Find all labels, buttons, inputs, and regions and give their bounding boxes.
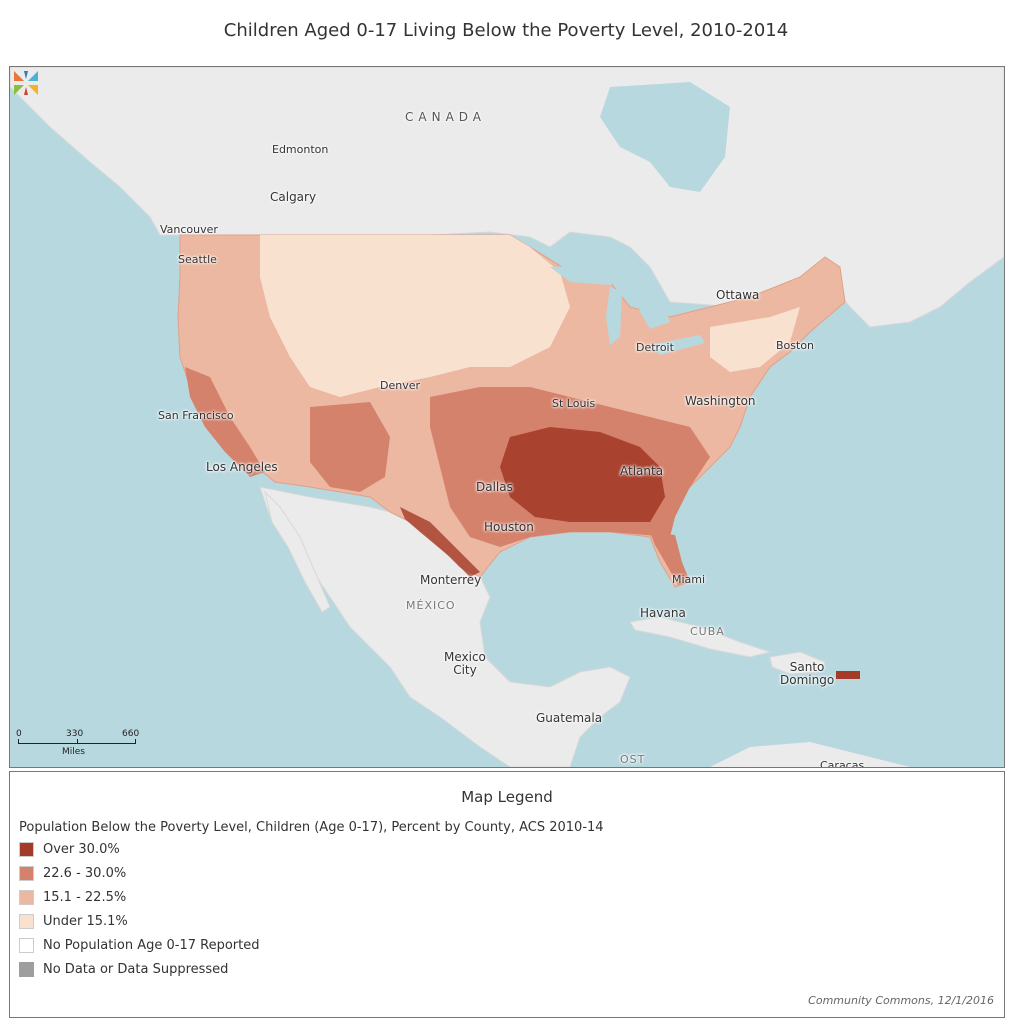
texas-border [400, 507, 480, 577]
legend-swatch [19, 890, 34, 905]
label-denver: Denver [380, 379, 421, 392]
puerto-rico [836, 671, 860, 679]
label-boston: Boston [776, 339, 815, 352]
label-havana: Havana [640, 606, 686, 620]
lake-erie [650, 335, 705, 355]
scale-tick-660: 660 [122, 729, 140, 739]
lake-superior [550, 265, 630, 285]
label-vancouver: Vancouver [160, 223, 218, 236]
label-santo-domingo: Santo Domingo [780, 660, 835, 687]
label-washington: Washington [685, 394, 756, 408]
scale-tick-mark [135, 739, 136, 744]
legend-swatch [19, 866, 34, 881]
scale-unit: Miles [62, 747, 85, 757]
basemap [10, 67, 1004, 767]
label-atlanta: Atlanta [620, 464, 664, 478]
legend-swatch [19, 842, 34, 857]
label-st-louis: St Louis [552, 397, 596, 410]
scale-tick-mark [77, 739, 78, 744]
scale-bar: 0 330 660 Miles [14, 729, 142, 761]
cuba-landmass [629, 616, 772, 658]
map-view[interactable]: CANADA Edmonton Calgary Vancouver Seattl… [9, 66, 1005, 768]
legend-label: No Data or Data Suppressed [43, 962, 229, 977]
hudson-bay [600, 82, 730, 192]
legend-label: 15.1 - 22.5% [43, 890, 127, 905]
legend-label: Under 15.1% [43, 914, 128, 929]
label-dallas: Dallas [476, 480, 513, 494]
over-30-south [500, 427, 665, 522]
south-america-landmass [710, 742, 910, 767]
legend-label: 22.6 - 30.0% [43, 866, 127, 881]
scale-tick-0: 0 [16, 729, 22, 739]
legend-title: Map Legend [461, 788, 553, 806]
label-caracas-partial: Caracas [820, 759, 865, 768]
lake-michigan [606, 287, 622, 345]
credit-text: Community Commons, 12/1/2016 [808, 994, 994, 1007]
hispaniola-landmass [769, 651, 826, 675]
label-miami: Miami [672, 573, 706, 586]
legend-swatch [19, 914, 34, 929]
legend-swatch [19, 938, 34, 953]
label-canada: CANADA [405, 110, 487, 124]
legend-subtitle: Population Below the Poverty Level, Chil… [19, 820, 604, 835]
florida [650, 532, 690, 585]
label-los-angeles: Los Angeles [206, 460, 278, 474]
baja-landmass [264, 490, 331, 613]
legend-label: Over 30.0% [43, 842, 120, 857]
label-monterrey: Monterrey [420, 573, 482, 587]
label-edmonton: Edmonton [272, 143, 329, 156]
label-guatemala: Guatemala [536, 711, 603, 725]
label-calgary: Calgary [270, 190, 317, 204]
page-title: Children Aged 0-17 Living Below the Pove… [223, 20, 789, 41]
label-san-francisco: San Francisco [158, 409, 234, 422]
lake-huron [635, 287, 670, 329]
label-costa-rica-partial: OST [620, 753, 646, 766]
community-commons-logo-icon[interactable] [10, 67, 42, 99]
label-detroit: Detroit [636, 341, 674, 354]
label-houston: Houston [484, 520, 534, 534]
southwest-high [310, 402, 390, 492]
label-mexico: MÉXICO [406, 599, 456, 612]
under-15-northeast [710, 307, 800, 372]
legend-swatch [19, 962, 34, 977]
label-ottawa: Ottawa [716, 288, 760, 302]
under-15-region [260, 235, 570, 397]
legend-label: No Population Age 0-17 Reported [43, 938, 260, 953]
label-cuba: CUBA [690, 625, 725, 638]
label-seattle: Seattle [178, 253, 217, 266]
canada-landmass [10, 67, 1004, 328]
scale-tick-330: 330 [66, 729, 84, 739]
scale-tick-mark [18, 739, 19, 744]
label-mexico-city: Mexico City [444, 650, 486, 677]
california-mid [185, 367, 265, 477]
map-legend: Map Legend Population Below the Poverty … [9, 771, 1005, 1018]
